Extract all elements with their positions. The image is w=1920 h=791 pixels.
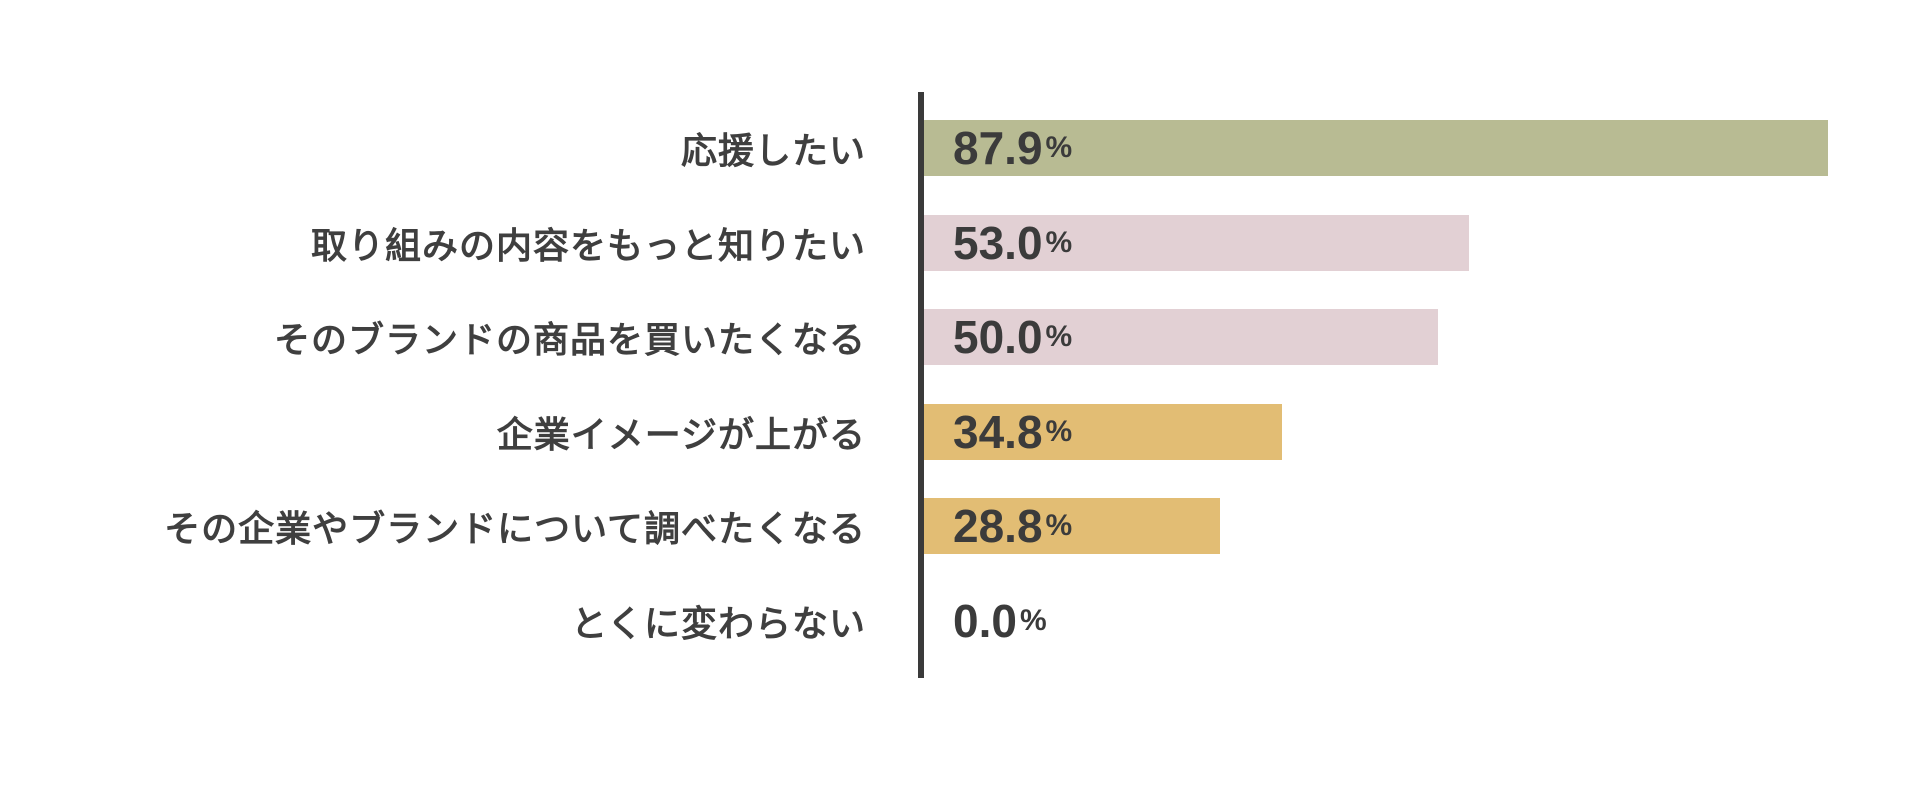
chart-row-no-change: とくに変わらない 0.0 % bbox=[0, 593, 1920, 649]
percent-sign: % bbox=[1019, 603, 1047, 637]
percent-sign: % bbox=[1045, 414, 1073, 448]
y-axis-line bbox=[918, 92, 924, 678]
value-label: 0.0 % bbox=[953, 593, 1047, 649]
chart-row-support: 応援したい 87.9 % bbox=[0, 120, 1920, 176]
category-label: 企業イメージが上がる bbox=[496, 413, 866, 455]
chart-rows: 応援したい 87.9 % 取り組みの内容をもっと知りたい 53.0 % そのブラ… bbox=[0, 120, 1920, 687]
bar-want-to-research bbox=[924, 498, 1220, 554]
value-label: 28.8 % bbox=[953, 498, 1072, 554]
bar-band: 87.9 % bbox=[924, 120, 1920, 176]
bar-band: 53.0 % bbox=[924, 214, 1920, 271]
category-label: とくに変わらない bbox=[571, 602, 866, 644]
value-number: 50.0 bbox=[953, 311, 1043, 363]
bar-band: 28.8 % bbox=[924, 498, 1920, 554]
bar-image-improves bbox=[924, 403, 1282, 460]
value-number: 53.0 bbox=[953, 216, 1043, 269]
category-label: そのブランドの商品を買いたくなる bbox=[273, 319, 866, 360]
bar-support bbox=[924, 120, 1828, 176]
bar-band: 0.0 % bbox=[924, 593, 1920, 649]
percent-sign: % bbox=[1045, 131, 1073, 164]
bar-want-to-buy bbox=[924, 309, 1438, 365]
value-number: 87.9 bbox=[953, 122, 1043, 174]
percent-sign: % bbox=[1045, 509, 1073, 542]
percent-sign: % bbox=[1045, 320, 1073, 353]
bar-band: 34.8 % bbox=[924, 403, 1920, 460]
percent-sign: % bbox=[1045, 225, 1073, 259]
value-label: 50.0 % bbox=[953, 309, 1072, 365]
value-label: 87.9 % bbox=[953, 120, 1072, 176]
value-label: 53.0 % bbox=[953, 215, 1072, 271]
category-label: その企業やブランドについて調べたくなる bbox=[164, 508, 866, 549]
chart-row-image-improves: 企業イメージが上がる 34.8 % bbox=[0, 403, 1920, 460]
chart-row-want-to-buy: そのブランドの商品を買いたくなる 50.0 % bbox=[0, 309, 1920, 365]
chart-row-know-more: 取り組みの内容をもっと知りたい 53.0 % bbox=[0, 214, 1920, 271]
chart-row-want-to-research: その企業やブランドについて調べたくなる 28.8 % bbox=[0, 498, 1920, 554]
bar-band: 50.0 % bbox=[924, 309, 1920, 365]
value-number: 0.0 bbox=[953, 594, 1017, 647]
value-number: 28.8 bbox=[953, 500, 1043, 552]
category-label: 取り組みの内容をもっと知りたい bbox=[310, 224, 866, 266]
bar-know-more bbox=[924, 214, 1469, 271]
value-label: 34.8 % bbox=[953, 404, 1072, 460]
category-label: 応援したい bbox=[680, 130, 866, 171]
value-number: 34.8 bbox=[953, 405, 1043, 458]
